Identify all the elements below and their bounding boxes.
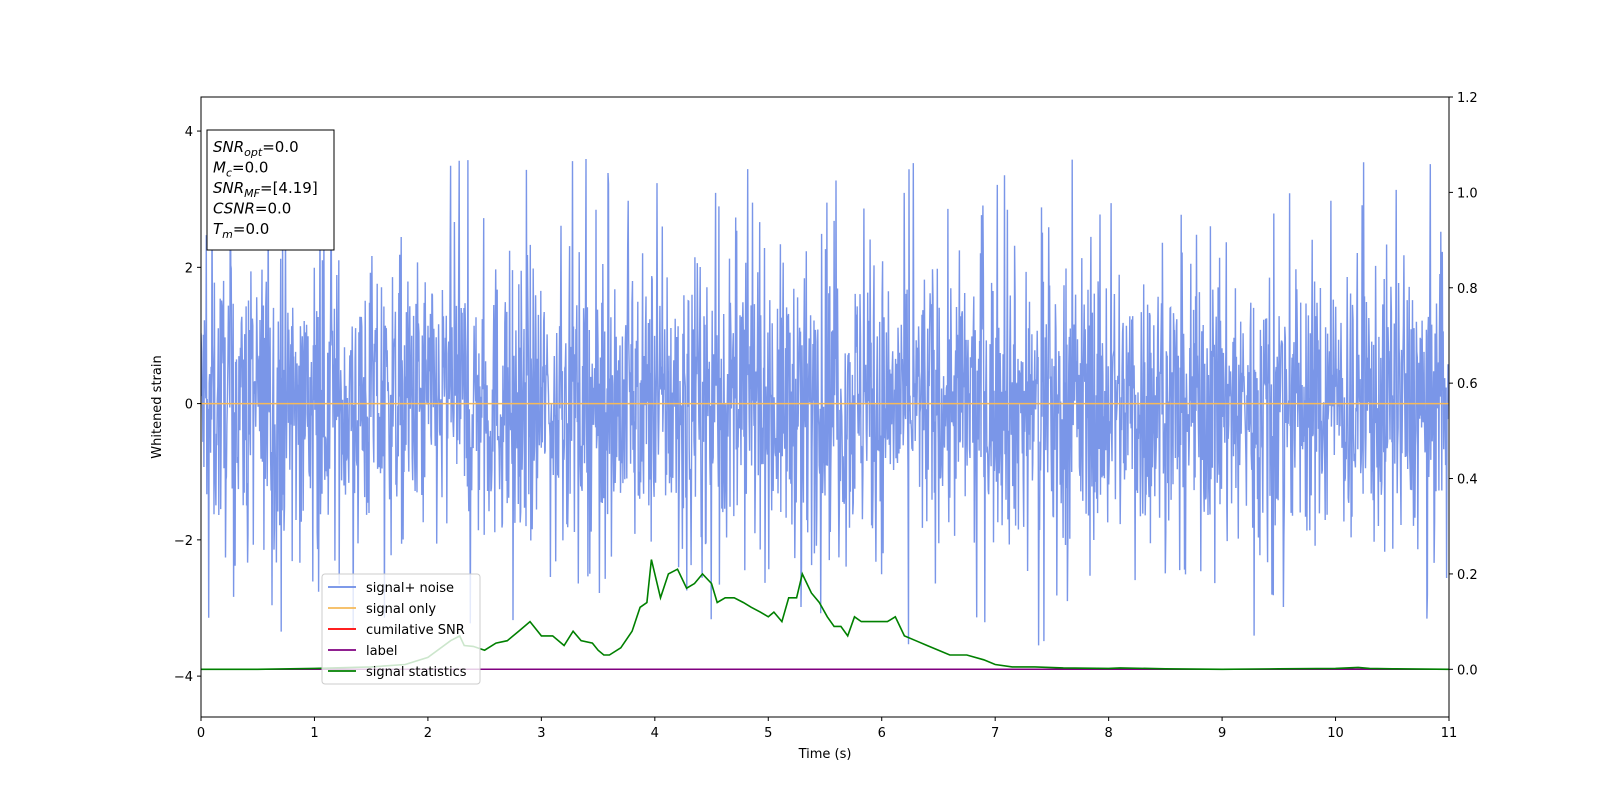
info-line: SNRMF=[4.19]: [213, 179, 318, 200]
y2-tick-label: 0.2: [1457, 568, 1478, 583]
legend-label: label: [366, 644, 397, 659]
legend-frame: [321, 573, 481, 685]
series-signal-noise: [201, 158, 1449, 646]
y-tick-label: −2: [174, 534, 193, 549]
y2-tick-label: 0.4: [1457, 473, 1478, 488]
y-tick-label: −4: [174, 670, 193, 685]
legend: signal+ noise signal only cumilative SNR la…: [321, 573, 481, 685]
x-tick-label: 4: [651, 726, 659, 741]
x-tick-label: 9: [1218, 726, 1226, 741]
x-tick-label: 5: [764, 726, 772, 741]
y-tick-label: 0: [185, 398, 193, 413]
info-line: SNRopt=0.0: [213, 138, 299, 159]
x-tick-label: 6: [878, 726, 886, 741]
x-axis-label: Time (s): [798, 747, 852, 762]
x-tick-label: 8: [1104, 726, 1112, 741]
series-signal-statistics: [201, 559, 1449, 671]
info-line: CSNR=0.0: [213, 200, 291, 218]
legend-label: cumilative SNR: [366, 623, 465, 638]
x-tick-label: 2: [424, 726, 432, 741]
info-line: Tm=0.0: [213, 220, 269, 241]
y2-tick-label: 1.0: [1457, 186, 1478, 201]
y2-tick-label: 0.6: [1457, 377, 1478, 392]
y-axis-label: Whitened strain: [150, 355, 165, 458]
y-tick-label: 2: [185, 261, 193, 276]
x-tick-label: 1: [310, 726, 318, 741]
legend-label: signal+ noise: [366, 581, 454, 596]
y-axis-right: 1.2 1.0 0.8 0.6 0.4 0.2 0.0: [1449, 91, 1478, 678]
y-tick-label: 4: [185, 125, 193, 140]
x-tick-label: 0: [197, 726, 205, 741]
x-tick-label: 10: [1327, 726, 1344, 741]
plot-frame: [200, 96, 1450, 718]
y2-tick-label: 0.0: [1457, 663, 1478, 678]
legend-label: signal statistics: [366, 665, 467, 680]
x-tick-label: 7: [991, 726, 999, 741]
info-box-frame: [206, 129, 335, 251]
y2-tick-label: 1.2: [1457, 91, 1478, 106]
x-axis: 0 1 2 3 4 5 6 7 8 9 10 11: [197, 717, 1457, 741]
y-axis-left: 4 2 0 −2 −4: [174, 125, 201, 685]
x-tick-label: 3: [537, 726, 545, 741]
info-line: Mc=0.0: [213, 159, 268, 180]
y2-tick-label: 0.8: [1457, 282, 1478, 297]
x-tick-label: 11: [1441, 726, 1458, 741]
legend-label: signal only: [366, 602, 436, 617]
